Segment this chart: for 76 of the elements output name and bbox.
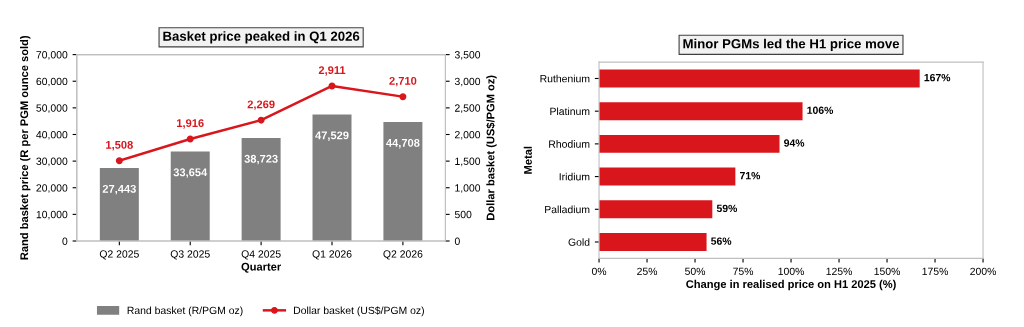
y2-tick-label: 2,500 xyxy=(454,104,481,113)
x-tick-label: 125% xyxy=(826,267,852,276)
bar xyxy=(599,167,736,186)
x-tick-label: 150% xyxy=(874,267,900,276)
x-tick-label: 0% xyxy=(591,267,607,276)
data-label: 1,916 xyxy=(177,119,204,129)
data-label: 33,654 xyxy=(173,168,208,178)
y-tick-label: 60,000 xyxy=(36,77,68,87)
y-tick-label: Palladium xyxy=(545,205,590,214)
y2-axis-title: Dollar basket (US$/PGM oz) xyxy=(486,75,497,220)
x-tick-label: 200% xyxy=(970,267,996,276)
y2-tick-label: 1,000 xyxy=(455,184,481,193)
y2-tick-label: 3,500 xyxy=(454,51,481,60)
y2-tick-label: 500 xyxy=(454,210,472,219)
data-label: 47,529 xyxy=(315,131,349,141)
x-axis-title: Change in realised price on H1 2025 (%) xyxy=(686,279,896,291)
y-tick-label: 30,000 xyxy=(36,157,68,167)
data-label: 94% xyxy=(784,139,805,147)
y-tick-label: Ruthenium xyxy=(540,74,590,83)
x-tick-label: 75% xyxy=(733,267,754,276)
bar xyxy=(170,151,210,241)
data-label: 167% xyxy=(924,73,951,82)
bar xyxy=(599,134,780,153)
point xyxy=(186,135,194,143)
y-tick-label: Iridium xyxy=(559,172,590,181)
y-tick-label: 40,000 xyxy=(36,130,68,140)
x-tick-label: 175% xyxy=(922,267,948,276)
bar xyxy=(241,137,281,241)
bar xyxy=(599,102,803,121)
y-axis-title: Rand basket price (R per PGM ounce sold) xyxy=(20,35,31,260)
y-tick-label: Gold xyxy=(568,238,590,246)
x-tick-label: Q3 2025 xyxy=(170,250,210,260)
y-tick-label: Rhodium xyxy=(549,140,590,148)
bar xyxy=(599,200,713,219)
data-label: 71% xyxy=(739,172,761,180)
x-tick-label: Q2 2025 xyxy=(99,250,139,260)
y-tick-label: 70,000 xyxy=(36,51,68,60)
y2-tick-label: 0 xyxy=(454,237,460,245)
x-axis-title: Quarter xyxy=(241,262,282,273)
data-label: 2,710 xyxy=(389,76,417,87)
data-label: 2,911 xyxy=(318,66,346,76)
x-tick-label: Q4 2025 xyxy=(241,250,281,260)
bar xyxy=(99,167,139,241)
chart-title: Basket price peaked in Q1 2026 xyxy=(163,31,360,44)
bar xyxy=(383,121,423,241)
x-tick-label: Q1 2026 xyxy=(312,250,352,260)
y-tick-label: 50,000 xyxy=(36,104,68,113)
y2-tick-label: 2,000 xyxy=(454,130,481,140)
data-label: 106% xyxy=(807,106,834,114)
legend-label: Dollar basket (US$/PGM oz) xyxy=(294,306,424,317)
data-label: 44,708 xyxy=(386,138,420,149)
y2-tick-label: 3,000 xyxy=(454,77,481,87)
y-tick-label: Platinum xyxy=(550,107,590,116)
bar xyxy=(599,232,707,251)
data-label: 59% xyxy=(716,204,738,213)
point xyxy=(399,93,407,101)
data-label: 27,443 xyxy=(102,184,136,195)
y-tick-label: 0 xyxy=(62,237,68,245)
legend-label: Rand basket (R/PGM oz) xyxy=(127,306,243,317)
x-tick-label: 50% xyxy=(685,267,706,276)
point xyxy=(115,157,123,165)
data-label: 1,508 xyxy=(106,140,133,151)
data-label: 38,723 xyxy=(244,154,278,165)
y-tick-label: 20,000 xyxy=(36,184,68,193)
data-label: 56% xyxy=(711,237,732,245)
data-label: 2,269 xyxy=(247,100,275,110)
bar xyxy=(312,114,352,241)
x-tick-label: Q2 2026 xyxy=(383,250,423,260)
y-tick-label: 10,000 xyxy=(36,210,68,220)
point xyxy=(257,116,265,124)
y2-tick-label: 1,500 xyxy=(455,157,481,167)
chart-title: Minor PGMs led the H1 price move xyxy=(683,38,900,51)
y-axis-title: Metal xyxy=(523,146,532,174)
bar xyxy=(599,69,920,88)
x-tick-label: 25% xyxy=(637,267,658,276)
x-tick-label: 100% xyxy=(778,267,804,276)
